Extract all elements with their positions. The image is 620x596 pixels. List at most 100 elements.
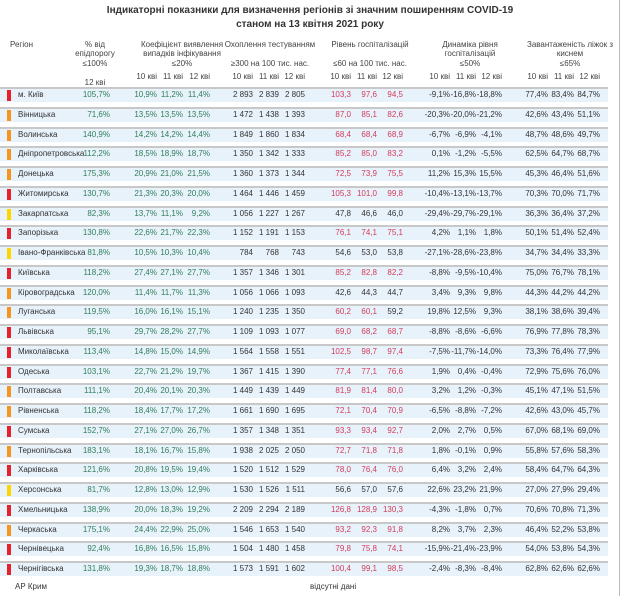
beds-value: 38,1% <box>525 307 548 317</box>
test-value: 1 152 <box>232 228 253 238</box>
coef-value: 18,4% <box>134 406 157 415</box>
dyn-value: 0,5% <box>483 425 502 435</box>
epi-percent: 118,2% <box>83 267 110 277</box>
hosp-value: 103,3 <box>330 90 351 99</box>
beds-value: 45,3% <box>525 169 548 178</box>
dyn-value: -1,8% <box>455 504 476 514</box>
status-flag-orange <box>7 169 11 180</box>
coef-value: 14,8% <box>134 346 157 356</box>
hosp-value: 69,0 <box>335 327 351 336</box>
test-value: 1 849 <box>232 129 253 139</box>
dyn-value: -9,5% <box>455 267 476 277</box>
dyn-value: 15,5% <box>479 169 502 178</box>
test-value: 1 530 <box>232 485 253 494</box>
hosp-value: 93,4 <box>361 425 377 435</box>
dyn-value: -14,0% <box>476 346 502 356</box>
epi-percent: 113,4% <box>83 346 110 356</box>
coef-value: 15,8% <box>187 445 210 455</box>
hosp-value: 99,8 <box>387 188 403 198</box>
hosp-value: 78,0 <box>335 465 351 475</box>
beds-value: 38,6% <box>551 307 574 317</box>
table-row: Київська 118,2% 27,4% 27,1% 27,7% 1 357 1 346 1… <box>0 264 608 280</box>
coef-value: 18,9% <box>160 149 183 159</box>
coef-value: 10,3% <box>160 248 183 257</box>
coef-value: 13,0% <box>160 485 183 494</box>
test-value: 1 235 <box>258 307 279 317</box>
dyn-value: -13,1% <box>450 188 476 198</box>
test-value: 1 373 <box>258 169 279 178</box>
table-row: м. Київ 105,7% 10,9% 11,2% 11,4% 2 893 2 839 2 … <box>0 87 608 102</box>
beds-value: 37,2% <box>577 208 600 218</box>
region-name: Чернівецька <box>18 544 64 554</box>
test-value: 2 294 <box>258 504 279 514</box>
header-hosp-norm: ≤60 на 100 тис. нас. <box>333 59 407 68</box>
coef-value: 12,8% <box>134 485 157 494</box>
coef-value: 19,4% <box>187 465 210 475</box>
beds-value: 51,1% <box>577 109 600 119</box>
test-value: 1 564 <box>232 346 253 356</box>
epi-percent: 92,4% <box>87 544 110 554</box>
test-value: 1 511 <box>285 485 305 494</box>
status-flag-red <box>7 504 11 516</box>
hosp-value: 76,1 <box>335 228 351 238</box>
region-name: Сумська <box>18 425 50 435</box>
coef-value: 19,3% <box>134 564 157 573</box>
epi-percent: 82,3% <box>87 208 110 218</box>
hosp-value: 85,2 <box>335 267 351 277</box>
coef-value: 21,0% <box>160 169 183 178</box>
coef-value: 18,7% <box>187 149 210 159</box>
hosp-value: 72,5 <box>335 169 351 178</box>
region-name: Хмельницька <box>18 504 68 514</box>
hosp-value: 70,4 <box>361 406 377 415</box>
beds-value: 49,7% <box>577 129 600 139</box>
coef-value: 19,7% <box>187 366 210 376</box>
epi-percent: 152,7% <box>82 425 110 435</box>
dyn-value: -29,7% <box>450 208 476 218</box>
dyn-value: -20,3% <box>424 109 450 119</box>
test-value: 1 690 <box>258 406 279 415</box>
coef-value: 20,4% <box>134 386 157 396</box>
coef-value: 29,7% <box>134 327 157 336</box>
test-value: 1 240 <box>232 307 253 317</box>
beds-value: 44,2% <box>551 287 574 297</box>
status-flag-red <box>7 465 11 477</box>
dyn-value: 1,9% <box>431 366 450 376</box>
hosp-value: 92,3 <box>361 524 377 534</box>
beds-value: 45,7% <box>577 406 600 415</box>
test-value: 1 357 <box>232 425 253 435</box>
status-flag-orange <box>7 307 11 319</box>
status-flag-red <box>7 346 11 358</box>
test-value: 1 351 <box>284 425 305 435</box>
dyn-value: -8,8% <box>429 327 450 336</box>
test-value: 1 551 <box>284 346 305 356</box>
beds-value: 64,7% <box>551 149 574 159</box>
coef-value: 20,8% <box>134 465 157 475</box>
header-dyn-day-3: 12 кві <box>481 72 502 81</box>
test-value: 743 <box>291 248 305 257</box>
hosp-value: 100,4 <box>330 564 351 573</box>
region-name: Черкаська <box>18 524 57 534</box>
test-value: 1 077 <box>284 327 305 336</box>
hosp-value: 68,4 <box>361 129 377 139</box>
beds-value: 62,8% <box>525 564 548 573</box>
beds-value: 44,2% <box>577 287 600 297</box>
header-coef-day-3: 12 кві <box>189 72 210 81</box>
hosp-value: 83,2 <box>387 149 403 159</box>
dyn-value: 1,8% <box>431 445 450 455</box>
hosp-value: 102,5 <box>330 346 351 356</box>
status-flag-orange <box>7 386 11 398</box>
status-flag-orange <box>7 129 11 141</box>
hosp-value: 73,9 <box>361 169 377 178</box>
coef-value: 20,3% <box>160 188 183 198</box>
coef-value: 27,7% <box>187 267 210 277</box>
beds-value: 73,3% <box>525 346 548 356</box>
dyn-value: -28,6% <box>450 248 476 257</box>
beds-value: 39,4% <box>577 307 600 317</box>
beds-value: 67,0% <box>525 425 548 435</box>
coef-value: 12,9% <box>187 485 210 494</box>
header-beds-day-3: 12 кві <box>579 72 600 81</box>
hosp-value: 97,6 <box>361 90 377 99</box>
dyn-value: -2,4% <box>429 564 450 573</box>
hosp-value: 79,8 <box>335 544 351 554</box>
status-flag-yellow <box>7 208 11 220</box>
